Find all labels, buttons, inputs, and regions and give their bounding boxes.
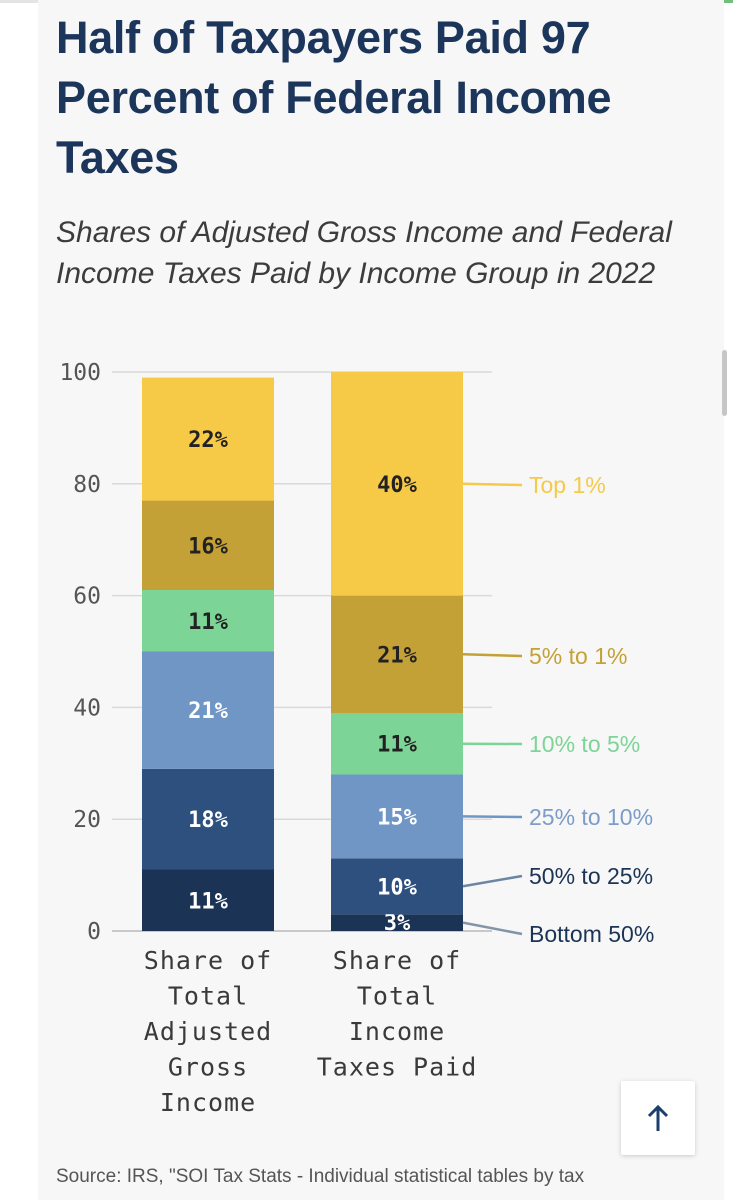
bar-segment [331,712,463,775]
data-label: 3% [384,911,411,936]
bar-segment [142,651,274,769]
data-label: 11% [377,733,417,758]
x-category-label-line: Share of [333,946,461,975]
legend-connector [462,874,523,888]
bar-segment [331,774,463,859]
bar-segment [142,500,274,591]
back-to-top-button[interactable] [621,1081,695,1155]
bar-segment [331,372,463,596]
data-label: 16% [188,534,228,559]
legend-connector [462,653,523,658]
y-tick-label: 60 [73,584,101,610]
y-tick-label: 80 [73,472,101,498]
x-category-label: Share of Total Income Taxes Paid [317,946,478,1082]
data-label: 11% [188,610,228,635]
stacked-bar-chart: 0 20 40 60 80 100 11% 18% 21% 11% 16% 22% 3% 10% 15% 11… [59,360,654,1117]
data-label: 22% [188,428,228,453]
x-category-label-line: Income [349,1017,445,1046]
source-note: Source: IRS, "SOI Tax Stats - Individual… [56,1166,585,1187]
chart-title: Half of Taxpayers Paid 97 Percent of Fed… [56,12,612,183]
bar-segment [331,914,463,931]
data-label: 15% [377,805,417,830]
x-category-label-line: Taxes Paid [317,1053,478,1082]
x-category-label-line: Total [168,982,248,1011]
legend-label: 50% to 25% [529,863,653,889]
y-tick-label: 20 [73,807,101,833]
x-category-label-line: Income [160,1088,256,1117]
x-category-label-line: Total [357,982,437,1011]
data-label: 10% [377,875,417,900]
y-tick-label: 40 [73,695,101,721]
legend-label: 5% to 1% [529,643,627,669]
scrollbar-thumb[interactable] [722,350,727,416]
chart-subtitle: Shares of Adjusted Gross Income and Fede… [56,216,672,290]
bar-segment [142,869,274,931]
data-label: 18% [188,808,228,833]
bar-segment [331,595,463,713]
legend-connector [462,815,523,819]
legend-label: Bottom 50% [529,921,654,947]
x-category-label-line: Adjusted [144,1017,272,1046]
bar-segment [142,377,274,501]
data-label: 40% [377,473,417,498]
x-category-label-line: Gross [168,1053,248,1082]
data-label: 11% [188,889,228,914]
bar-segment [142,768,274,870]
x-category-label-line: Share of [144,946,272,975]
x-category-label: Share of Total Adjusted Gross Income [144,946,272,1117]
bar-segment [142,590,274,652]
legend-label: 10% to 5% [529,731,640,757]
legend-label: Top 1% [529,472,606,498]
data-label: 21% [188,699,228,724]
data-label: 21% [377,643,417,668]
arrow-up-icon [647,1104,669,1131]
legend-label: 25% to 10% [529,804,653,830]
y-tick-label: 100 [59,360,101,386]
y-tick-label: 0 [87,919,101,945]
bar-segment [331,858,463,915]
legend-connector [462,482,523,487]
legend-connector [462,921,523,936]
